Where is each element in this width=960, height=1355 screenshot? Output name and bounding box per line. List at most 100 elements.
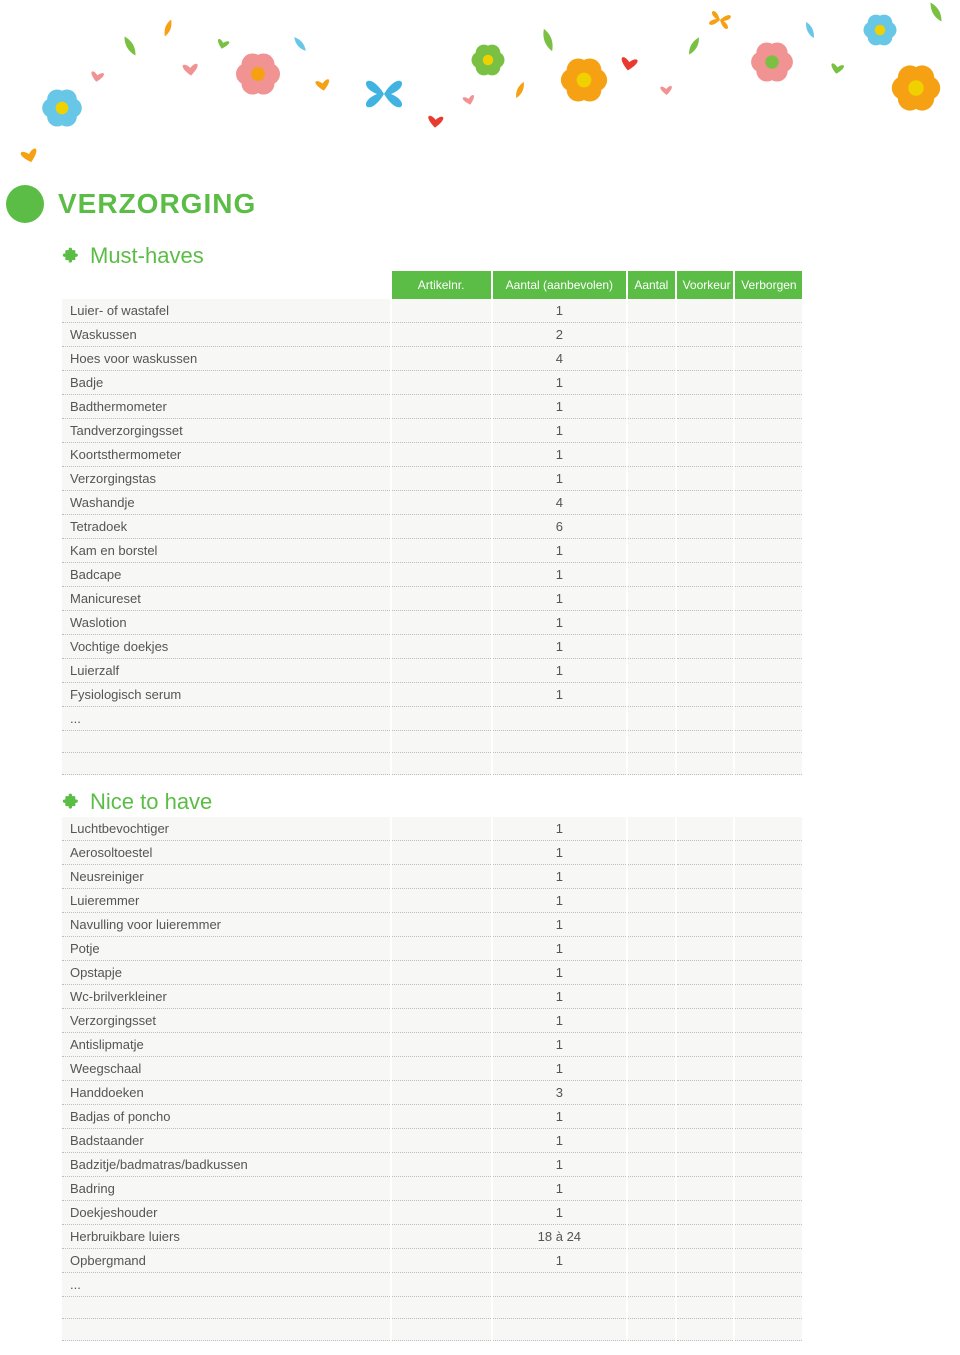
cell-name (62, 731, 391, 753)
cell-verborgen (734, 1319, 802, 1341)
cell-artikelnr (391, 659, 492, 683)
cell-aantal (627, 299, 676, 323)
cell-artikelnr (391, 841, 492, 865)
cell-aanbevolen: 1 (492, 299, 627, 323)
table-row: Aerosoltoestel1 (62, 841, 802, 865)
cell-name: Badstaander (62, 1129, 391, 1153)
table-row: Badring1 (62, 1177, 802, 1201)
cell-voorkeur (676, 1009, 735, 1033)
cell-aanbevolen: 1 (492, 937, 627, 961)
col-header-aanbevolen: Aantal (aanbevolen) (492, 271, 627, 299)
cell-verborgen (734, 611, 802, 635)
cell-aanbevolen: 1 (492, 1177, 627, 1201)
cell-voorkeur (676, 1201, 735, 1225)
table-row: Fysiologisch serum1 (62, 683, 802, 707)
cell-aanbevolen: 1 (492, 1105, 627, 1129)
table-row: Neusreiniger1 (62, 865, 802, 889)
table-row: Antislipmatje1 (62, 1033, 802, 1057)
cell-verborgen (734, 443, 802, 467)
cell-artikelnr (391, 539, 492, 563)
cell-voorkeur (676, 1297, 735, 1319)
listing-table: Luchtbevochtiger1Aerosoltoestel1Neusrein… (62, 817, 802, 1341)
cell-artikelnr (391, 443, 492, 467)
cell-artikelnr (391, 817, 492, 841)
cell-artikelnr (391, 635, 492, 659)
cell-voorkeur (676, 443, 735, 467)
cell-aanbevolen (492, 1273, 627, 1297)
cell-name: Washandje (62, 491, 391, 515)
cell-aanbevolen: 1 (492, 443, 627, 467)
cell-aantal (627, 467, 676, 491)
cell-verborgen (734, 1105, 802, 1129)
cell-aanbevolen: 1 (492, 683, 627, 707)
cell-aantal (627, 587, 676, 611)
cell-aantal (627, 731, 676, 753)
cell-aanbevolen: 1 (492, 961, 627, 985)
cell-name: Wc-brilverkleiner (62, 985, 391, 1009)
cell-aantal (627, 1105, 676, 1129)
table-row: ... (62, 1273, 802, 1297)
cell-aanbevolen: 2 (492, 323, 627, 347)
cell-artikelnr (391, 1249, 492, 1273)
cell-verborgen (734, 467, 802, 491)
cell-name: Neusreiniger (62, 865, 391, 889)
cell-voorkeur (676, 865, 735, 889)
cell-name (62, 1319, 391, 1341)
cell-verborgen (734, 299, 802, 323)
cell-voorkeur (676, 395, 735, 419)
cell-artikelnr (391, 937, 492, 961)
cell-name: Opbergmand (62, 1249, 391, 1273)
cell-artikelnr (391, 371, 492, 395)
table-row: Badthermometer1 (62, 395, 802, 419)
page-title-row: VERZORGING (0, 185, 960, 223)
table-row: Luieremmer1 (62, 889, 802, 913)
cell-voorkeur (676, 753, 735, 775)
cell-aanbevolen (492, 1319, 627, 1341)
table-row: Hoes voor waskussen4 (62, 347, 802, 371)
cell-artikelnr (391, 395, 492, 419)
col-header-name (62, 271, 391, 299)
table-row: Opbergmand1 (62, 1249, 802, 1273)
cell-voorkeur (676, 985, 735, 1009)
cell-name: Koortsthermometer (62, 443, 391, 467)
cell-aanbevolen: 1 (492, 889, 627, 913)
cell-voorkeur (676, 371, 735, 395)
cell-artikelnr (391, 1129, 492, 1153)
cell-voorkeur (676, 841, 735, 865)
cell-aanbevolen: 1 (492, 587, 627, 611)
cell-voorkeur (676, 323, 735, 347)
cell-verborgen (734, 1225, 802, 1249)
cell-verborgen (734, 1081, 802, 1105)
cell-name: Manicureset (62, 587, 391, 611)
cell-aantal (627, 347, 676, 371)
cell-aanbevolen: 1 (492, 467, 627, 491)
cell-name: Badzitje/badmatras/badkussen (62, 1153, 391, 1177)
cell-artikelnr (391, 323, 492, 347)
cell-aanbevolen: 4 (492, 347, 627, 371)
cell-verborgen (734, 937, 802, 961)
cell-aantal (627, 753, 676, 775)
cell-aanbevolen: 1 (492, 635, 627, 659)
cell-voorkeur (676, 1129, 735, 1153)
cell-name: Herbruikbare luiers (62, 1225, 391, 1249)
cell-name: Verzorgingstas (62, 467, 391, 491)
cell-voorkeur (676, 889, 735, 913)
table-row: Koortsthermometer 1 (62, 443, 802, 467)
cell-aantal (627, 1057, 676, 1081)
section-title: Nice to have (90, 789, 212, 815)
cell-aantal (627, 937, 676, 961)
cell-voorkeur (676, 659, 735, 683)
cell-verborgen (734, 753, 802, 775)
cell-voorkeur (676, 1057, 735, 1081)
cell-aantal (627, 707, 676, 731)
cell-name: Waskussen (62, 323, 391, 347)
cell-artikelnr (391, 299, 492, 323)
cell-voorkeur (676, 961, 735, 985)
cell-artikelnr (391, 1273, 492, 1297)
cell-aantal (627, 1081, 676, 1105)
cell-aanbevolen: 1 (492, 1129, 627, 1153)
cell-aantal (627, 1319, 676, 1341)
cell-voorkeur (676, 515, 735, 539)
cell-aantal (627, 611, 676, 635)
cell-voorkeur (676, 1081, 735, 1105)
